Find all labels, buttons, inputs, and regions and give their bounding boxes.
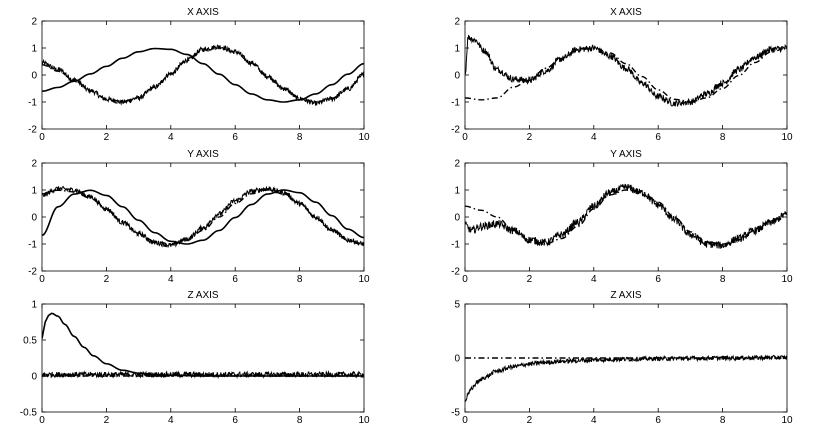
y-tick-label: -0.5: [20, 408, 38, 419]
x-tick-label: 8: [720, 132, 726, 143]
y-tick-label: 0.5: [23, 336, 37, 347]
series-line-solid: [42, 189, 364, 245]
y-tick-label: 0: [31, 213, 37, 224]
series-line-noisy: [465, 183, 787, 249]
subplot-title: X AXIS: [610, 7, 642, 18]
y-tick-label: 5: [454, 300, 460, 311]
axes-frame: [41, 20, 365, 130]
x-tick-label: 4: [168, 274, 174, 285]
series-line-solid: [42, 312, 364, 377]
series-line-dashdot: [42, 47, 364, 103]
axes-frame: [464, 20, 788, 130]
y-tick-label: -2: [28, 267, 37, 278]
y-tick-label: -5: [451, 408, 460, 419]
x-tick-label: 0: [462, 132, 468, 143]
x-tick-label: 10: [358, 415, 370, 426]
y-tick-label: -2: [28, 125, 37, 136]
subplot-3: Y AXIS 0 2 4 6 8 10 -2 -1 0 1 2: [28, 149, 370, 285]
y-tick-label: 0: [454, 213, 460, 224]
x-tick-label: 2: [527, 274, 533, 285]
x-tick-label: 0: [39, 274, 45, 285]
y-tick-label: 2: [454, 159, 460, 170]
x-tick-label: 2: [104, 415, 110, 426]
axes-frame: [41, 303, 365, 413]
series-line-noisy: [465, 34, 787, 107]
y-tick-label: 2: [31, 17, 37, 28]
x-tick-label: 2: [104, 132, 110, 143]
x-tick-label: 8: [297, 274, 303, 285]
subplot-1: X AXIS 0 2 4 6 8 10 -2 -1 0 1 2: [28, 7, 370, 143]
series-line-noisy: [42, 370, 364, 380]
series-line-dashdot: [465, 189, 787, 245]
y-tick-label: 1: [31, 300, 37, 311]
x-tick-label: 0: [39, 132, 45, 143]
x-tick-label: 8: [297, 132, 303, 143]
x-tick-label: 0: [462, 415, 468, 426]
y-tick-label: 0: [454, 71, 460, 82]
subplot-title: Z AXIS: [610, 290, 641, 301]
x-tick-label: 6: [655, 274, 661, 285]
x-tick-label: 4: [168, 415, 174, 426]
subplot-title: X AXIS: [187, 7, 219, 18]
y-tick-label: -1: [28, 240, 37, 251]
x-tick-label: 6: [655, 132, 661, 143]
y-tick-label: 2: [454, 17, 460, 28]
x-tick-label: 4: [591, 274, 597, 285]
subplot-4: Y AXIS 0 2 4 6 8 10 -2 -1 0 1 2: [451, 149, 793, 285]
y-tick-label: -1: [28, 98, 37, 109]
x-tick-label: 6: [655, 415, 661, 426]
series-line-dashdot: [42, 189, 364, 245]
x-tick-label: 8: [297, 415, 303, 426]
series-line-noisy: [465, 354, 787, 403]
x-tick-label: 4: [591, 415, 597, 426]
x-tick-label: 10: [781, 415, 793, 426]
subplot-title: Z AXIS: [187, 290, 218, 301]
x-tick-label: 0: [39, 415, 45, 426]
subplot-2: X AXIS 0 2 4 6 8 10 -2 -1 0 1 2: [451, 7, 793, 143]
x-tick-label: 8: [720, 415, 726, 426]
y-tick-label: 2: [31, 159, 37, 170]
x-tick-label: 10: [358, 274, 370, 285]
y-tick-label: 1: [454, 44, 460, 55]
axes-frame: [464, 162, 788, 272]
x-tick-label: 4: [591, 132, 597, 143]
y-tick-label: 1: [31, 186, 37, 197]
x-tick-label: 10: [358, 132, 370, 143]
x-tick-label: 6: [232, 132, 238, 143]
y-tick-label: 0: [31, 71, 37, 82]
x-tick-label: 2: [527, 132, 533, 143]
y-tick-label: -2: [451, 125, 460, 136]
y-tick-label: -1: [451, 240, 460, 251]
series-line-noisy: [42, 44, 364, 106]
x-tick-label: 6: [232, 274, 238, 285]
subplot-title: Y AXIS: [187, 149, 219, 160]
series-line-dashdot: [465, 47, 787, 103]
x-tick-label: 6: [232, 415, 238, 426]
y-tick-label: -2: [451, 267, 460, 278]
x-tick-label: 10: [781, 132, 793, 143]
y-tick-label: 0: [31, 372, 37, 383]
y-tick-label: 1: [31, 44, 37, 55]
subplot-title: Y AXIS: [610, 149, 642, 160]
y-tick-label: -1: [451, 98, 460, 109]
series-line-solid: [42, 47, 364, 103]
series-line-noisy: [42, 185, 364, 249]
y-tick-label: 0: [454, 354, 460, 365]
x-tick-label: 0: [462, 274, 468, 285]
x-tick-label: 2: [104, 274, 110, 285]
x-tick-label: 10: [781, 274, 793, 285]
x-tick-label: 8: [720, 274, 726, 285]
x-tick-label: 4: [168, 132, 174, 143]
y-tick-label: 1: [454, 186, 460, 197]
x-tick-label: 2: [527, 415, 533, 426]
